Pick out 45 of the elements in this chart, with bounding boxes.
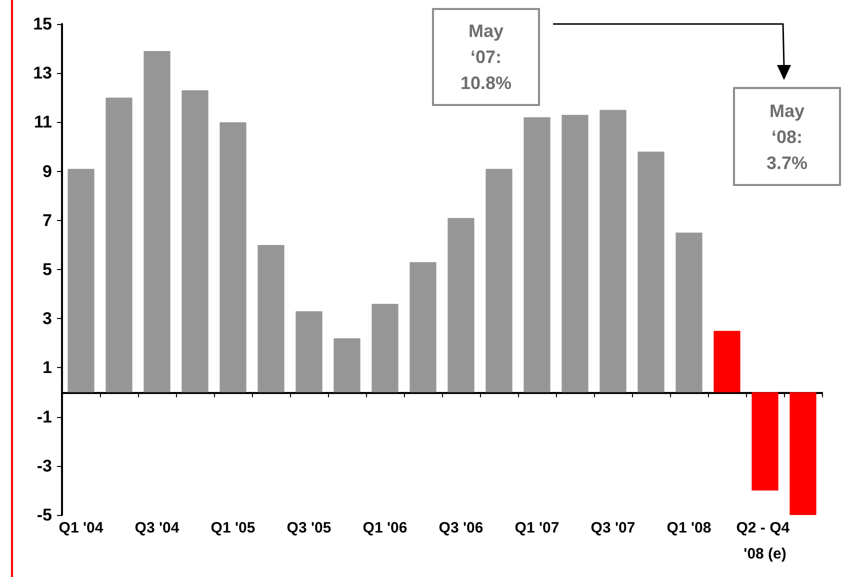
bar xyxy=(144,51,170,392)
bar xyxy=(752,392,778,490)
x-tick-label: Q2 - Q4 '08 (e) xyxy=(736,520,794,562)
annotation: May ‘07: 10.8% xyxy=(459,20,513,95)
bar xyxy=(600,110,626,392)
x-tick-label: Q3 '07 xyxy=(590,520,636,536)
x-tick-label: Q1 '04 xyxy=(58,520,104,536)
bar xyxy=(334,338,360,392)
bar xyxy=(220,122,246,392)
callout-box: May ‘07: 10.8% xyxy=(432,8,540,106)
y-tick-label: -3 xyxy=(36,456,52,476)
y-tick-label: 1 xyxy=(42,358,52,378)
bar xyxy=(106,98,132,392)
y-tick-label: -1 xyxy=(36,407,52,426)
x-tick-label: Q1 '08 xyxy=(666,520,712,536)
y-tick-label: 5 xyxy=(42,260,52,279)
bar xyxy=(638,152,664,392)
x-tick-label: Q1 '06 xyxy=(362,520,408,536)
bar xyxy=(258,244,284,392)
y-tick-label: 13 xyxy=(33,64,52,83)
bar xyxy=(486,168,512,392)
bar xyxy=(524,117,550,392)
bar xyxy=(296,311,322,392)
bar xyxy=(68,168,94,392)
bar xyxy=(448,218,474,392)
bar xyxy=(790,392,816,515)
bar xyxy=(182,90,208,392)
x-tick-label: Q3 '06 xyxy=(438,520,484,536)
y-tick-label: 15 xyxy=(33,14,52,34)
bar xyxy=(410,262,436,392)
y-tick-label: 3 xyxy=(42,309,52,328)
x-tick-label: Q3 '04 xyxy=(134,520,180,536)
y-tick-label: -5 xyxy=(36,506,52,524)
x-tick-label: Q3 '05 xyxy=(286,520,332,536)
y-tick-label: 11 xyxy=(34,112,52,132)
bar xyxy=(714,330,740,392)
y-tick-label: 9 xyxy=(42,162,52,181)
bar xyxy=(372,304,398,392)
annotation: May ‘08: 3.7% xyxy=(765,100,809,174)
x-tick-label: Q1 '05 xyxy=(210,520,256,536)
callout-box: May ‘08: 3.7% xyxy=(733,87,841,186)
x-tick-label: Q1 '07 xyxy=(514,520,560,536)
bar xyxy=(562,114,588,392)
y-tick-label: 7 xyxy=(42,210,52,230)
bar xyxy=(676,232,702,392)
